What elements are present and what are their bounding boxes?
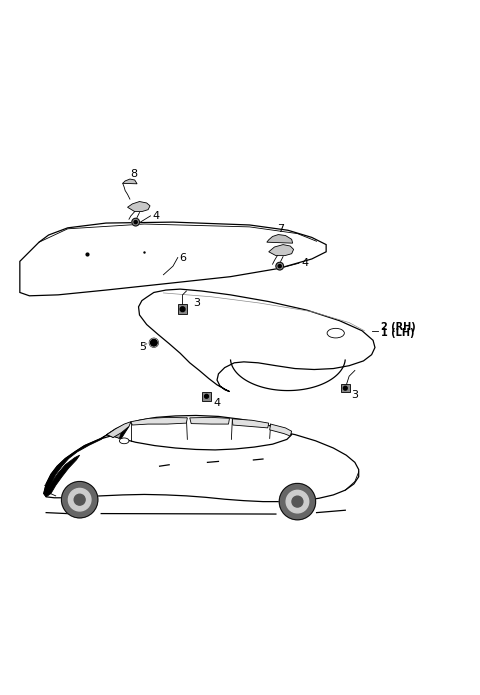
Text: 7: 7 — [276, 224, 284, 234]
Circle shape — [151, 339, 157, 346]
Polygon shape — [20, 222, 326, 296]
Circle shape — [278, 265, 281, 268]
Text: 4: 4 — [214, 398, 221, 408]
Circle shape — [74, 494, 85, 505]
FancyBboxPatch shape — [178, 304, 187, 314]
Text: 6: 6 — [179, 252, 186, 263]
Polygon shape — [44, 455, 80, 497]
Polygon shape — [128, 202, 150, 211]
Text: 4: 4 — [153, 211, 160, 221]
Text: 4: 4 — [301, 259, 308, 268]
Circle shape — [292, 496, 303, 507]
Polygon shape — [190, 418, 229, 424]
Polygon shape — [123, 179, 137, 183]
Text: 3: 3 — [193, 298, 200, 309]
Polygon shape — [232, 419, 269, 428]
FancyBboxPatch shape — [202, 392, 211, 400]
Circle shape — [276, 262, 284, 270]
Polygon shape — [270, 424, 292, 436]
Polygon shape — [269, 245, 294, 256]
Circle shape — [61, 482, 98, 518]
Text: 1 (LH): 1 (LH) — [381, 328, 415, 338]
Circle shape — [134, 220, 137, 224]
Polygon shape — [131, 418, 187, 425]
Circle shape — [204, 394, 208, 398]
Polygon shape — [139, 289, 375, 391]
Text: 3: 3 — [351, 391, 359, 400]
Polygon shape — [107, 416, 292, 450]
Polygon shape — [267, 234, 293, 243]
Circle shape — [286, 491, 309, 513]
FancyBboxPatch shape — [341, 384, 349, 393]
Polygon shape — [107, 422, 131, 437]
Circle shape — [343, 386, 347, 390]
Circle shape — [279, 484, 316, 520]
Polygon shape — [107, 430, 121, 439]
Ellipse shape — [327, 328, 344, 338]
Ellipse shape — [120, 438, 129, 443]
Circle shape — [180, 306, 185, 311]
Text: 5: 5 — [139, 341, 146, 352]
Circle shape — [132, 218, 140, 226]
Text: 2 (RH): 2 (RH) — [381, 322, 416, 332]
Circle shape — [68, 489, 91, 511]
Polygon shape — [44, 424, 359, 502]
Text: 8: 8 — [130, 170, 137, 179]
Polygon shape — [44, 427, 129, 493]
Circle shape — [147, 336, 160, 350]
